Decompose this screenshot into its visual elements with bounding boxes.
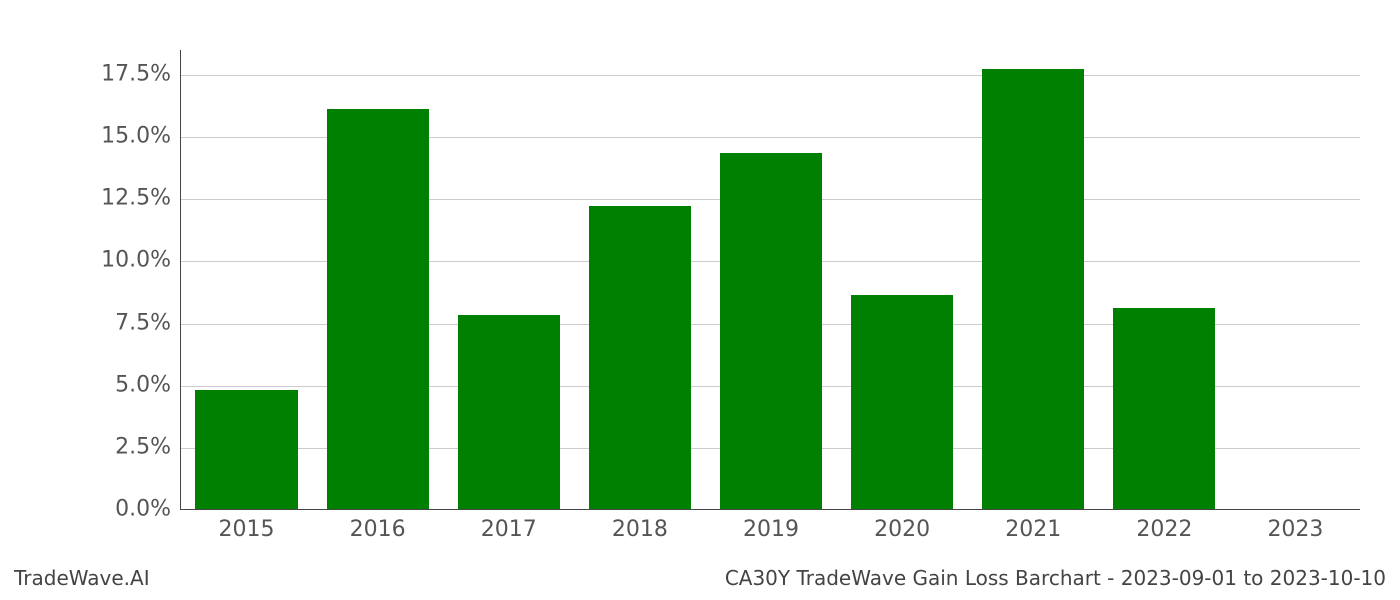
gridline [181,75,1360,76]
bar [589,206,691,509]
bar [982,69,1084,509]
y-tick-label: 5.0% [115,372,181,397]
y-tick-label: 7.5% [115,310,181,335]
y-tick-label: 15.0% [101,124,181,149]
chart-container: 0.0% 2.5% 5.0% 7.5% 10.0% 12.5% 15.0% 17.5% 2015… [0,0,1400,600]
x-tick-label: 2018 [612,509,668,542]
x-tick-label: 2023 [1267,509,1323,542]
x-tick-label: 2020 [874,509,930,542]
y-tick-label: 2.5% [115,434,181,459]
plot-area: 0.0%2.5%5.0%7.5%10.0%12.5%15.0%17.5%2015… [180,50,1360,510]
x-tick-label: 2016 [350,509,406,542]
x-tick-label: 2022 [1136,509,1192,542]
y-tick-label: 12.5% [101,186,181,211]
y-tick-label: 10.0% [101,248,181,273]
x-tick-label: 2017 [481,509,537,542]
bar [327,109,429,509]
x-tick-label: 2021 [1005,509,1061,542]
bar [720,153,822,509]
bar [458,315,560,509]
x-tick-label: 2019 [743,509,799,542]
footer-right-label: CA30Y TradeWave Gain Loss Barchart - 202… [725,566,1386,590]
bar [851,295,953,509]
y-tick-label: 0.0% [115,497,181,522]
bar [195,390,297,509]
bar [1113,308,1215,509]
y-tick-label: 17.5% [101,61,181,86]
footer-left-label: TradeWave.AI [14,566,150,590]
x-tick-label: 2015 [219,509,275,542]
